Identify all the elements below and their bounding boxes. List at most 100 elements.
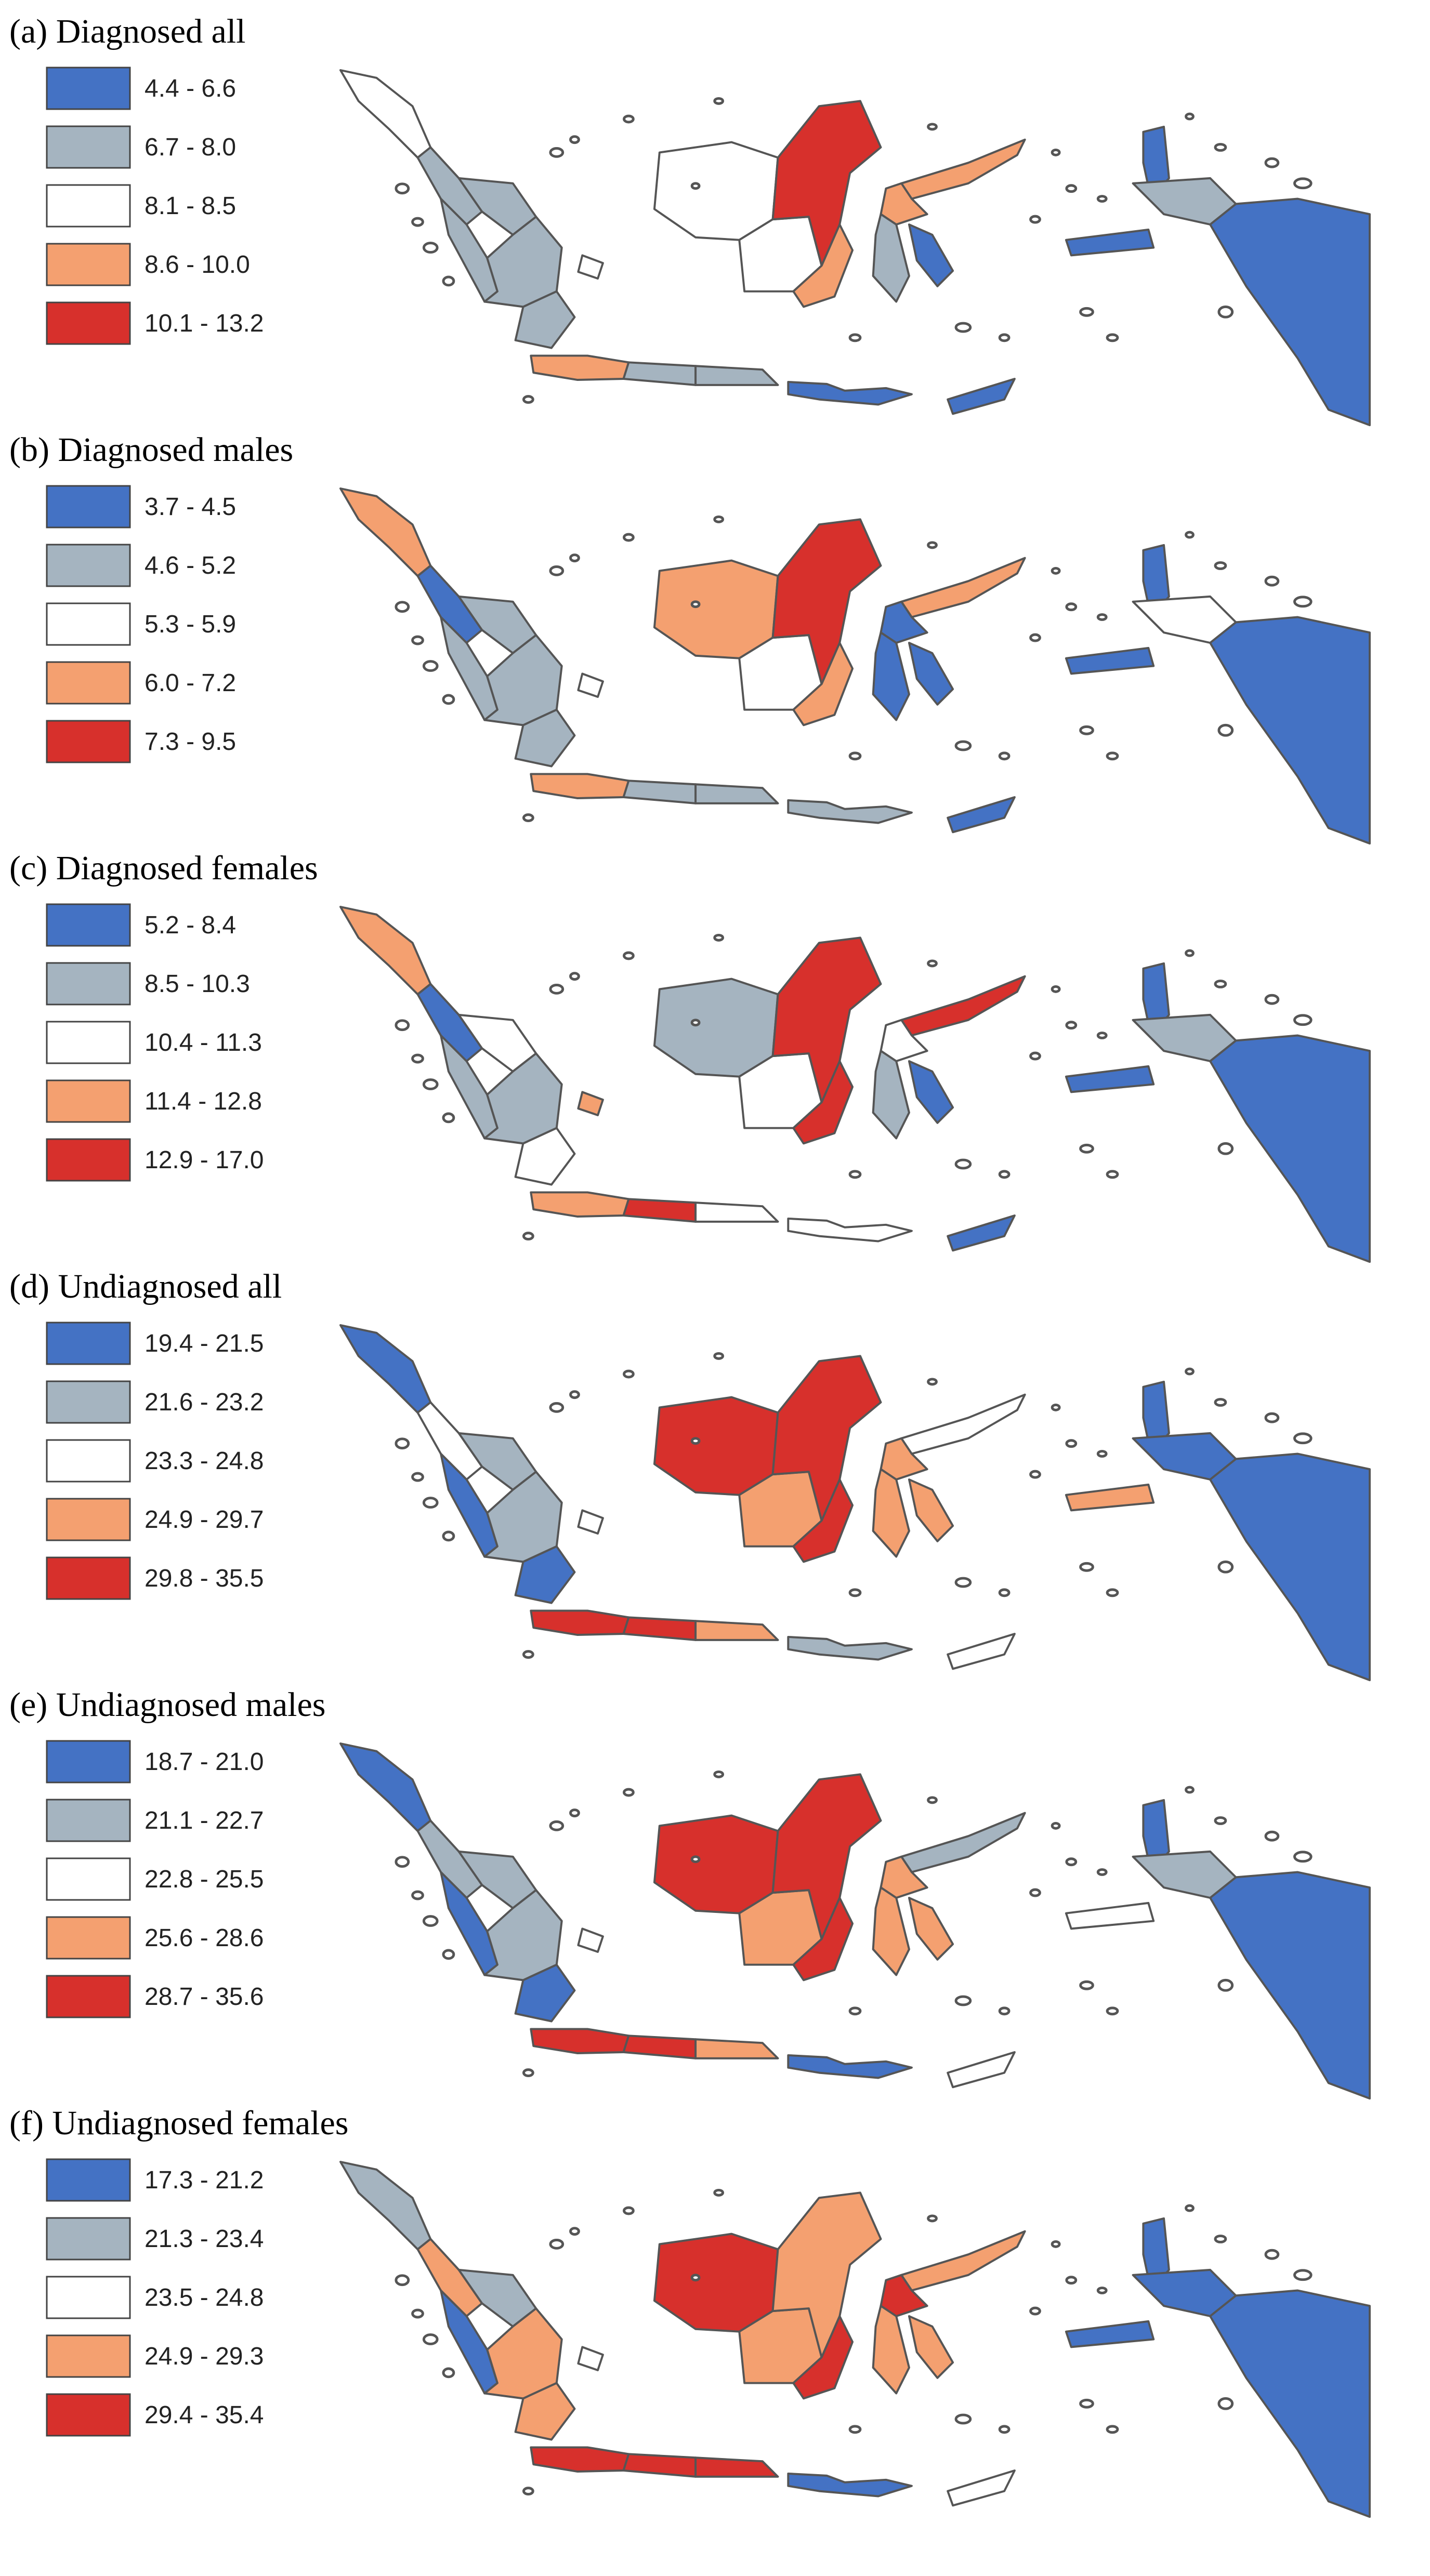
islet [442,1530,455,1542]
islet [1217,1978,1234,1992]
province-n-sulawesi [900,1393,1026,1455]
islet [549,984,565,995]
islet [1217,1560,1234,1574]
islet [522,1650,534,1659]
islet [1079,2398,1094,2409]
province-n-sulawesi [900,557,1026,618]
islet [1214,143,1227,152]
panel-title: (e) Undiagnosed males [9,1686,325,1724]
legend-label: 3.7 - 4.5 [145,493,236,521]
islet [690,600,701,609]
islet [690,1019,701,1027]
province-java-east [694,783,779,804]
islet [442,1112,455,1124]
province-papua [1209,1034,1371,1263]
islet [549,565,565,576]
islet [848,2006,862,2016]
islet [1079,307,1094,317]
legend-label: 12.9 - 17.0 [145,1146,264,1174]
province-e-kalimantan [771,2191,882,2359]
islet [1106,751,1119,761]
province-java-east [694,2456,779,2478]
legend: 19.4 - 21.5 21.6 - 23.2 23.3 - 24.8 24.9 - … [46,1322,264,1600]
islet [549,147,565,158]
islet [1264,157,1280,168]
panel-a: (a) Diagnosed all 4.4 - 6.6 6.7 - 8.0 8.1 -… [9,12,1371,427]
province-java-east [694,1201,779,1223]
islet [1293,2269,1313,2281]
islet [1079,725,1094,735]
islet [848,1170,862,1179]
islet [623,1369,635,1379]
province-bali-nt [787,1217,913,1243]
islet [522,395,534,404]
islet [954,2413,972,2425]
province-bangka [577,1091,604,1116]
legend-label: 23.5 - 24.8 [145,2284,264,2311]
islet [395,2274,410,2287]
islet [1214,1816,1227,1825]
islet [569,2227,580,2236]
province-n-sulawesi [900,2230,1026,2292]
islet [848,751,862,761]
islet [954,740,972,751]
islet [411,635,424,645]
legend-label: 8.1 - 8.5 [145,192,236,220]
province-s-kalimantan [792,642,854,726]
islet [1106,2425,1119,2434]
islet [623,951,635,960]
islet [927,959,938,968]
province-s-kalimantan [792,1478,854,1563]
province-bali-nt [787,799,913,824]
province-java-central [622,1616,697,1641]
islet [998,1588,1011,1597]
province-java-central [622,2453,697,2478]
province-timor [947,2469,1016,2507]
province-maluku [1065,646,1155,675]
islet [1264,1412,1280,1423]
islet [927,541,938,549]
province-bali-nt [787,2054,913,2079]
islet [411,1053,424,1064]
province-lampung [514,1963,576,2023]
province-s-sulawesi [872,1468,910,1558]
province-java-west [530,2446,630,2473]
legend-swatch [46,962,131,1006]
islet [1217,305,1234,319]
islet [1185,531,1195,539]
islet [954,1577,972,1588]
panel-title: (c) Diagnosed females [9,849,318,887]
legend-swatch [46,125,131,169]
legend-swatch [46,1380,131,1424]
islet [1096,1450,1108,1458]
legend-label: 8.6 - 10.0 [145,251,250,279]
islet [422,1497,439,1509]
islet [690,2274,701,2282]
islet [1185,2204,1195,2212]
islet [569,1808,580,1818]
islet [1065,602,1078,612]
legend-swatch [46,1322,131,1365]
legend-label: 5.2 - 8.4 [145,911,236,939]
province-w-kalimantan [653,141,779,241]
islet [395,1437,410,1450]
islet [442,2367,455,2379]
legend-label: 11.4 - 12.8 [145,1088,262,1115]
islet [1029,2306,1041,2316]
province-s-sulawesi [872,213,910,303]
legend-label: 10.1 - 13.2 [145,310,264,337]
islet [1065,184,1078,193]
legend-swatch [46,1916,131,1960]
islet [442,1949,455,1960]
islet [1217,2397,1234,2410]
province-papua [1209,616,1371,845]
islet [569,135,580,144]
province-papua [1209,2289,1371,2518]
islet [549,1402,565,1413]
map [339,906,1371,1263]
islet [713,1770,725,1778]
legend-label: 6.7 - 8.0 [145,134,236,161]
province-java-west [530,1191,630,1218]
islet [569,972,580,981]
islet [1217,1142,1234,1155]
